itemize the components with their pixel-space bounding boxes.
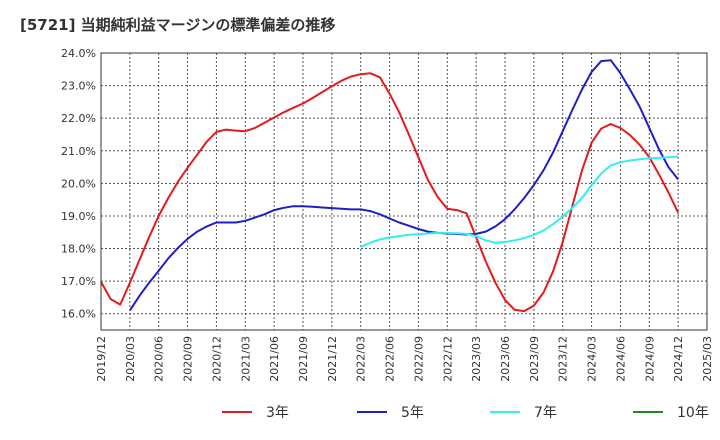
- x-tick-label: 2023/03: [470, 336, 483, 382]
- x-tick-label: 2021/09: [297, 336, 310, 382]
- x-tick-label: 2025/03: [701, 336, 714, 382]
- legend-label: 5年: [401, 405, 424, 421]
- x-tick-label: 2023/12: [557, 336, 570, 382]
- x-tick-label: 2023/09: [528, 336, 541, 382]
- series-line: [129, 59, 679, 311]
- plot-frame: [100, 52, 708, 331]
- y-tick-label: 19.0%: [61, 210, 96, 223]
- series-line: [100, 72, 680, 313]
- y-tick-label: 22.0%: [61, 112, 96, 125]
- x-tick-label: 2024/12: [672, 336, 685, 382]
- legend-label: 3年: [266, 405, 289, 421]
- grid: [100, 52, 708, 330]
- x-tick-label: 2019/12: [95, 336, 108, 382]
- x-tick-label: 2021/06: [268, 336, 281, 382]
- x-tick-label: 2024/09: [643, 336, 656, 382]
- y-tick-label: 20.0%: [61, 177, 96, 190]
- series-layer: [100, 59, 680, 313]
- x-tick-label: 2022/12: [441, 336, 454, 382]
- y-tick-label: 18.0%: [61, 243, 96, 256]
- x-tick-label: 2023/06: [499, 336, 512, 382]
- x-tick-label: 2020/09: [182, 336, 195, 382]
- y-tick-label: 16.0%: [61, 308, 96, 321]
- y-tick-label: 21.0%: [61, 145, 96, 158]
- x-tick-label: 2024/03: [586, 336, 599, 382]
- legend: 3年 5年 7年 10年: [222, 405, 709, 421]
- legend-label: 10年: [677, 405, 709, 421]
- x-tick-label: 2021/03: [239, 336, 252, 382]
- y-tick-labels: 24.0% 23.0% 22.0% 21.0% 20.0% 19.0% 18.0% 17.0%…: [61, 47, 96, 321]
- legend-label: 7年: [534, 405, 557, 421]
- chart-title: [5721] 当期純利益マージンの標準偏差の推移: [20, 16, 336, 34]
- x-tick-label: 2020/12: [210, 336, 223, 382]
- x-tick-label: 2022/09: [412, 336, 425, 382]
- x-tick-label: 2020/03: [124, 336, 137, 382]
- x-tick-label: 2020/06: [153, 336, 166, 382]
- y-tick-label: 23.0%: [61, 80, 96, 93]
- x-tick-label: 2024/06: [614, 336, 627, 382]
- y-tick-label: 24.0%: [61, 47, 96, 60]
- x-tick-label: 2022/06: [384, 336, 397, 382]
- x-tick-labels: 2019/12 2020/03 2020/06 2020/09 2020/12 2021/…: [95, 336, 714, 382]
- x-tick-label: 2021/12: [326, 336, 339, 382]
- x-tick-label: 2022/03: [355, 336, 368, 382]
- y-tick-label: 17.0%: [61, 275, 96, 288]
- series-line: [360, 155, 679, 248]
